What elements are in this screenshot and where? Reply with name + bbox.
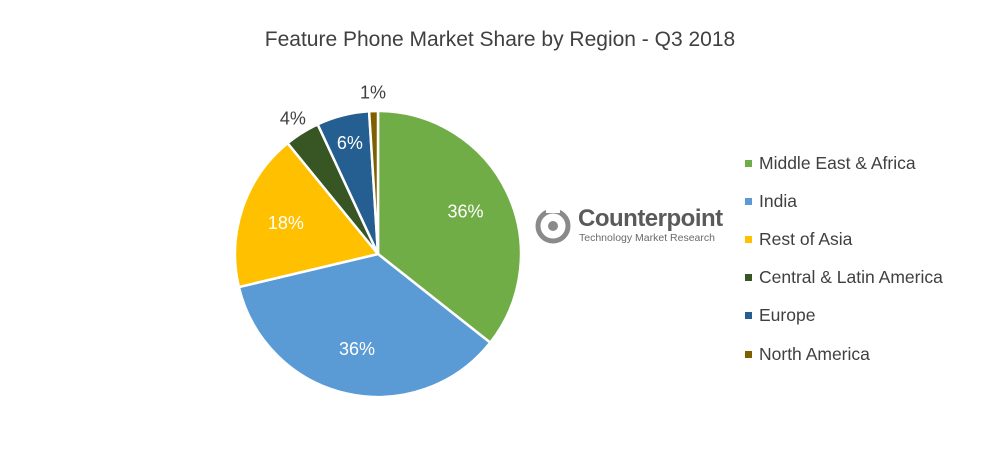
- legend-item-europe: Europe: [745, 297, 943, 335]
- legend-label: Middle East & Africa: [759, 152, 916, 173]
- logo-tagline: Technology Market Research: [579, 232, 715, 244]
- legend-label: Europe: [759, 305, 816, 326]
- legend-item-central-latin-america: Central & Latin America: [745, 259, 943, 297]
- legend-item-north-america: North America: [745, 335, 943, 373]
- pie-slice-north-america: [367, 109, 380, 256]
- legend-item-middle-east-africa: Middle East & Africa: [745, 144, 943, 182]
- pie-slice-middle-east-africa: [376, 109, 523, 344]
- counterpoint-logo-icon: [535, 205, 571, 244]
- legend-swatch: [745, 312, 752, 320]
- logo-name: Counterpoint: [578, 205, 723, 232]
- counterpoint-logo: Counterpoint Technology Market Research: [534, 205, 723, 245]
- legend-item-rest-of-asia: Rest of Asia: [745, 220, 943, 258]
- legend-item-india: India: [745, 182, 943, 220]
- data-label-india: 36%: [339, 339, 375, 359]
- data-label-europe: 6%: [337, 133, 363, 153]
- data-label-rest-of-asia: 18%: [268, 213, 304, 233]
- legend-label: Rest of Asia: [759, 228, 853, 249]
- chart-title: Feature Phone Market Share by Region - Q…: [264, 28, 736, 51]
- data-label-north-america: 1%: [360, 82, 386, 102]
- pie-slice-india: [237, 252, 492, 399]
- legend-label: Central & Latin America: [759, 267, 943, 288]
- legend-label: India: [759, 190, 797, 211]
- legend-swatch: [745, 159, 752, 167]
- chart-legend: Middle East & Africa India Rest of Asia Cen…: [745, 144, 943, 373]
- pie-slice-rest-of-asia: [233, 141, 380, 289]
- legend-swatch: [745, 350, 752, 358]
- legend-swatch: [745, 274, 752, 282]
- legend-swatch: [745, 235, 752, 243]
- legend-label: North America: [759, 343, 870, 364]
- legend-swatch: [745, 197, 752, 205]
- data-label-middle-east-africa: 36%: [448, 202, 484, 222]
- data-label-central-latin-america: 4%: [280, 108, 306, 128]
